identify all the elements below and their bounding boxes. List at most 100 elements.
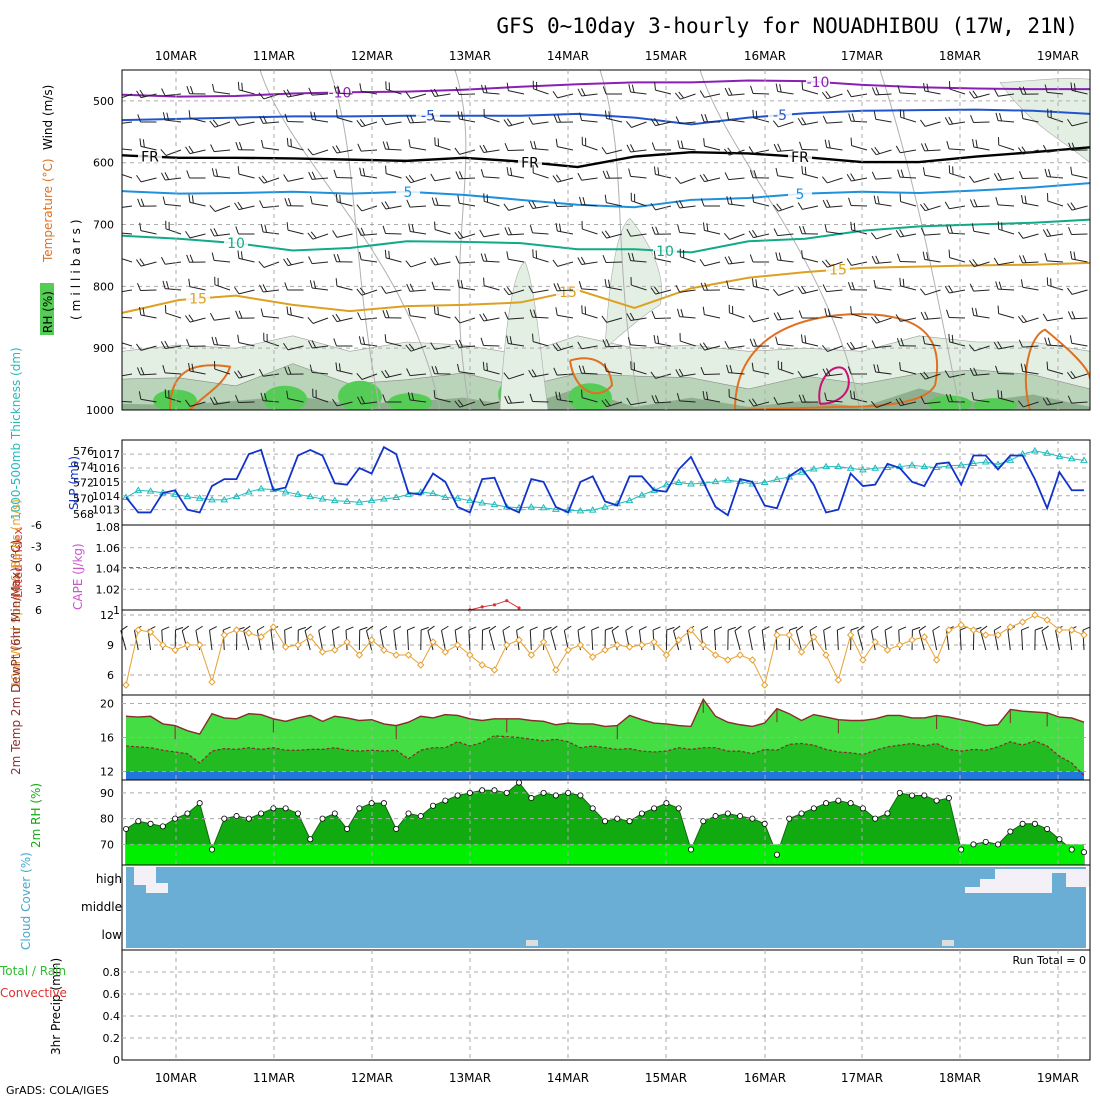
wind-barb-flag — [946, 141, 950, 150]
wind-speed-marker — [711, 651, 720, 659]
wind-barb-shaft — [385, 373, 402, 379]
wind-barb-flag — [926, 252, 929, 261]
wind-barb-flag — [454, 231, 461, 239]
wind-barb-flag — [821, 176, 828, 184]
wind-barb-shaft — [778, 289, 794, 296]
wind-barb-shaft — [973, 399, 990, 403]
wind-barb-flag — [381, 201, 387, 210]
wind-barb-shaft — [704, 229, 721, 235]
rh-tick-label: 90 — [100, 787, 114, 800]
wind-barb-flag — [530, 626, 538, 631]
wind-barb-flag — [142, 139, 145, 148]
wind-barb-shaft — [336, 92, 353, 95]
precip-legend-convective: Convective — [0, 986, 67, 1000]
wind-barb-flag — [356, 288, 363, 296]
wind-barb-shaft — [655, 342, 672, 347]
wind-barb-shaft — [336, 285, 353, 291]
wind-barb-flag — [1024, 195, 1027, 204]
wind-barb-flag — [189, 86, 194, 94]
wind-barb-flag — [948, 333, 951, 342]
wind-barb-flag — [700, 113, 705, 122]
wind-barb-flag — [1044, 253, 1048, 262]
wind-barb-flag — [359, 251, 362, 260]
wind-barb-flag — [922, 251, 926, 260]
wind-barb-flag — [460, 280, 464, 289]
wind-barb-shaft — [974, 261, 990, 268]
wind-barb-shaft — [1068, 630, 1073, 651]
wind-barb-flag — [237, 250, 240, 259]
wind-speed-marker — [552, 666, 560, 674]
cape-point — [492, 603, 497, 607]
rh-point — [1081, 849, 1088, 856]
wind-barb-flag — [384, 201, 390, 209]
wind-barb-shaft — [214, 149, 231, 153]
wind-barb-shaft — [287, 229, 304, 235]
wind-barb-flag — [237, 370, 243, 378]
wind-barb-shaft — [533, 172, 549, 179]
wind-speed-marker — [503, 641, 511, 649]
wind-barb-shaft — [336, 201, 353, 207]
wind-barb-flag — [284, 626, 293, 631]
wind-barb-flag — [871, 171, 876, 180]
temp-axis-label: 2m Temp 2m DewPt (6hr Min/Max) (°C) — [9, 540, 23, 775]
wind-barb-flag — [899, 362, 901, 371]
wind-barb-shaft — [581, 204, 598, 207]
rh-point — [466, 789, 473, 796]
wind-barb-flag — [871, 340, 877, 348]
wind-barb-shaft — [385, 148, 402, 151]
wind-barb-flag — [851, 113, 856, 122]
thickness-marker — [355, 498, 364, 505]
wind-barb-flag — [804, 335, 807, 344]
wind-speed-marker — [871, 638, 879, 646]
wind-speed-marker — [1031, 611, 1039, 619]
wind-barb-flag — [798, 394, 803, 403]
wind-barb-flag — [997, 305, 1000, 314]
wind-barb-flag — [700, 198, 705, 207]
wind-barb-flag — [427, 625, 435, 632]
wind-barb-shaft — [679, 400, 696, 403]
wind-speed-marker — [846, 631, 855, 639]
wind-barb-flag — [530, 140, 534, 149]
wind-barb-flag — [675, 284, 681, 293]
wind-barb-flag — [826, 199, 831, 208]
wind-barb-shaft — [287, 313, 304, 319]
rh-point — [982, 838, 989, 845]
wind-barb-flag — [259, 115, 264, 124]
wind-barb-flag — [772, 204, 779, 212]
wind-barb-shaft — [189, 233, 206, 239]
wind-barb-flag — [919, 203, 926, 211]
thickness-marker — [1080, 456, 1088, 463]
wind-barb-shaft — [949, 88, 966, 95]
wind-barb-flag — [136, 259, 142, 267]
wind-barb-flag — [846, 342, 852, 350]
wind-barb-flag — [995, 112, 999, 121]
rh-point — [393, 825, 400, 832]
wind-barb-shaft — [361, 121, 378, 128]
wind-barb-flag — [356, 373, 363, 380]
wind-barb-flag — [773, 312, 779, 321]
wind-barb-flag — [504, 311, 509, 320]
wind-barb-flag — [388, 250, 390, 259]
wind-barb-flag — [626, 397, 632, 406]
wind-barb-flag — [264, 224, 268, 233]
thickness-marker — [306, 492, 315, 500]
wind-barb-flag — [606, 170, 610, 179]
wind-barb-flag — [1019, 170, 1023, 179]
wind-barb-flag — [191, 195, 194, 204]
wind-barb-shaft — [361, 205, 378, 212]
rh-point — [368, 800, 375, 807]
thickness-marker — [527, 502, 536, 510]
wind-barb-shaft — [361, 175, 378, 179]
wind-barb-flag — [357, 312, 362, 320]
wind-barb-flag — [408, 139, 411, 148]
wind-barb-flag — [166, 112, 170, 121]
wind-barb-shaft — [728, 203, 745, 207]
wind-barb-shaft — [630, 401, 647, 406]
wind-barb-flag — [1042, 144, 1048, 153]
wind-barb-shaft — [122, 289, 133, 293]
wind-barb-flag — [455, 339, 460, 348]
wind-speed-marker — [380, 646, 388, 654]
wind-barb-flag — [359, 626, 368, 631]
wind-barb-shaft — [973, 289, 990, 292]
precip-panel: 00.20.40.60.8 — [103, 949, 1091, 1067]
